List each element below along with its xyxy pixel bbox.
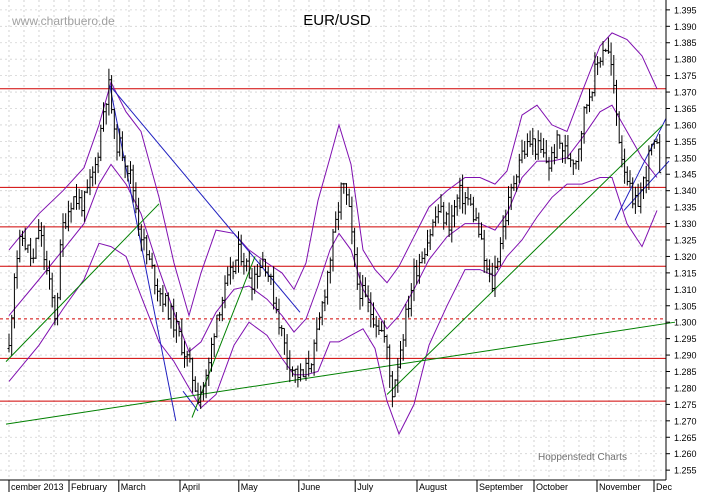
- x-tick-label: May: [241, 482, 259, 492]
- y-tick-label: 1.320: [674, 252, 697, 262]
- y-tick-label: 1.260: [674, 449, 697, 459]
- x-tick-label: September: [479, 482, 523, 492]
- y-tick-label: 1.390: [674, 22, 697, 32]
- y-tick-label: 1.380: [674, 55, 697, 65]
- y-tick-label: 1.280: [674, 383, 697, 393]
- trendline: [191, 256, 256, 418]
- bollinger-upper: [8, 32, 658, 318]
- trendline: [5, 203, 160, 362]
- y-tick-label: 1.255: [674, 466, 697, 476]
- y-tick-label: 1.395: [674, 5, 697, 15]
- y-tick-label: 1.290: [674, 351, 697, 361]
- y-tick-label: 1.265: [674, 433, 697, 443]
- x-tick-label: October: [536, 482, 568, 492]
- y-tick-label: 1.365: [674, 104, 697, 114]
- credit-label: Hoppenstedt Charts: [538, 452, 627, 463]
- y-tick-label: 1.330: [674, 219, 697, 229]
- x-tick-label: November: [599, 482, 641, 492]
- trendline: [614, 118, 667, 221]
- y-tick-label: 1.325: [674, 236, 697, 246]
- y-tick-label: 1.355: [674, 137, 697, 147]
- y-tick-label: 1.335: [674, 203, 697, 213]
- price-bars-layer: [7, 37, 662, 410]
- x-tick-label: March: [121, 482, 146, 492]
- trendline: [5, 321, 676, 425]
- watermark: www.chartbuero.de: [11, 14, 115, 28]
- x-tick-label: June: [301, 482, 321, 492]
- trendline: [386, 124, 664, 395]
- bollinger-lower: [8, 177, 658, 436]
- x-tick-label: Dec: [656, 482, 673, 492]
- y-tick-label: 1.350: [674, 153, 697, 163]
- y-tick-label: 1.270: [674, 416, 697, 426]
- y-tick-label: 1.345: [674, 170, 697, 180]
- y-tick-label: 1.285: [674, 367, 697, 377]
- y-tick-label: 1.340: [674, 186, 697, 196]
- x-tick-label: cember 2013: [11, 482, 64, 492]
- x-tick-label: April: [182, 482, 200, 492]
- y-tick-label: 1.385: [674, 38, 697, 48]
- y-tick-label: 1.375: [674, 71, 697, 81]
- y-tick-label: 1.310: [674, 285, 697, 295]
- y-tick-label: 1.300: [674, 318, 697, 328]
- y-tick-label: 1.360: [674, 120, 697, 130]
- axis-layer: 1.255 1.260 1.265 1.270 1.275 1.280 1.285 1.290…: [0, 0, 697, 492]
- x-tick-label: February: [71, 482, 108, 492]
- y-tick-label: 1.315: [674, 268, 697, 278]
- chart-title: EUR/USD: [303, 12, 371, 29]
- x-tick-label: July: [357, 482, 374, 492]
- y-tick-label: 1.295: [674, 334, 697, 344]
- y-tick-label: 1.305: [674, 301, 697, 311]
- trendline: [109, 85, 177, 421]
- y-tick-label: 1.275: [674, 400, 697, 410]
- y-tick-label: 1.370: [674, 88, 697, 98]
- x-tick-label: August: [419, 482, 448, 492]
